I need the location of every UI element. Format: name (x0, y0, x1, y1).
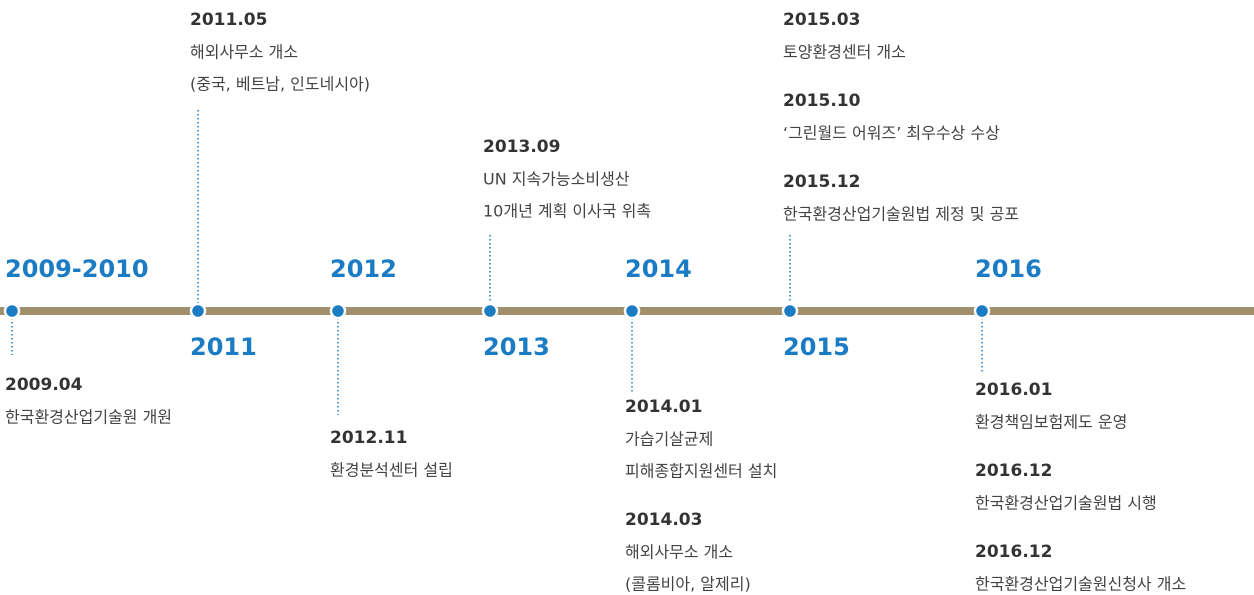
event-date: 2014.01 (625, 397, 702, 417)
event-text: UN 지속가능소비생산 (483, 170, 630, 189)
event-text: 가습기살균제 (625, 430, 713, 449)
event-text: 해외사무소 개소 (190, 43, 298, 62)
event-date: 2015.03 (783, 10, 860, 30)
year-label: 2011 (190, 333, 257, 361)
year-label: 2016 (975, 255, 1042, 283)
event-text: 한국환경산업기술원신청사 개소 (975, 575, 1186, 594)
event-text: ‘그린월드 어워즈’ 최우수상 수상 (783, 124, 1000, 143)
year-label: 2013 (483, 333, 550, 361)
event-date: 2012.11 (330, 428, 407, 448)
event-text: 토양환경센터 개소 (783, 43, 906, 62)
event-text: 10개년 계획 이사국 위촉 (483, 202, 651, 221)
event-text: 한국환경산업기술원 개원 (5, 408, 172, 427)
event-date: 2013.09 (483, 137, 560, 157)
event-date: 2015.10 (783, 91, 861, 111)
event-date: 2016.12 (975, 542, 1052, 562)
milestone-dot (3, 302, 21, 320)
event-date: 2011.05 (190, 10, 267, 30)
event-text: 피해종합지원센터 설치 (625, 462, 777, 481)
year-label: 2009-2010 (5, 255, 149, 283)
event-text: 해외사무소 개소 (625, 543, 733, 562)
event-text: (콜롬비아, 알제리) (625, 575, 751, 594)
milestone-dot (973, 302, 991, 320)
event-text: 한국환경산업기술원법 시행 (975, 494, 1157, 513)
year-label: 2015 (783, 333, 850, 361)
event-date: 2009.04 (5, 375, 83, 395)
event-text: (중국, 베트남, 인도네시아) (190, 75, 370, 94)
milestone-dot (623, 302, 641, 320)
event-text: 환경책임보험제도 운영 (975, 413, 1127, 432)
event-date: 2015.12 (783, 172, 860, 192)
event-date: 2016.01 (975, 380, 1052, 400)
milestone-dot (189, 302, 207, 320)
year-label: 2012 (330, 255, 397, 283)
milestone-dot (329, 302, 347, 320)
year-label: 2014 (625, 255, 692, 283)
event-text: 환경분석센터 설립 (330, 461, 453, 480)
milestone-dot (481, 302, 499, 320)
event-date: 2016.12 (975, 461, 1052, 481)
milestone-dot (781, 302, 799, 320)
event-text: 한국환경산업기술원법 제정 및 공포 (783, 205, 1019, 224)
event-date: 2014.03 (625, 510, 702, 530)
